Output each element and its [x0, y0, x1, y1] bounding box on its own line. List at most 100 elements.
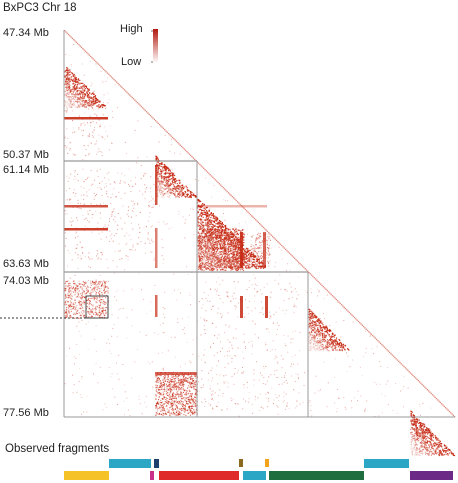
- contact-block: [233, 236, 235, 238]
- contact-block: [266, 247, 269, 249]
- background-contact: [229, 355, 231, 357]
- contact-block: [296, 291, 298, 293]
- background-contact: [224, 219, 226, 221]
- diagonal-contact: [69, 102, 71, 105]
- contact-block: [157, 388, 160, 390]
- background-contact: [244, 221, 246, 223]
- contact-block: [240, 230, 242, 232]
- contact-block: [65, 296, 67, 298]
- contact-block: [181, 374, 183, 376]
- contact-block: [92, 304, 94, 306]
- contact-block: [199, 257, 201, 259]
- contact-block: [206, 247, 208, 249]
- contact-block: [216, 405, 218, 407]
- diagonal-contact: [95, 101, 97, 103]
- diagonal-contact: [85, 101, 87, 104]
- diagonal-contact: [156, 195, 158, 197]
- contact-block: [201, 255, 203, 258]
- diagonal-contact: [162, 183, 164, 185]
- contact-block: [207, 372, 210, 374]
- background-contact: [231, 265, 233, 267]
- contact-block: [194, 375, 196, 377]
- contact-block: [161, 383, 163, 385]
- contact-block: [214, 256, 216, 258]
- diagonal-contact: [89, 97, 91, 99]
- background-contact: [142, 193, 144, 195]
- background-contact: [179, 395, 181, 397]
- background-contact: [104, 126, 106, 128]
- contact-block: [171, 382, 173, 384]
- diagonal-contact: [79, 98, 81, 101]
- contact-block: [179, 402, 181, 404]
- diagonal-contact: [176, 185, 179, 187]
- background-contact: [238, 223, 240, 225]
- contact-block: [73, 282, 75, 285]
- contact-block: [169, 382, 171, 384]
- contact-block: [234, 261, 236, 263]
- contact-block: [286, 402, 288, 404]
- contact-block: [234, 402, 236, 405]
- contact-block: [93, 287, 96, 289]
- contact-block: [74, 287, 77, 289]
- contact-block: [221, 234, 223, 236]
- diagonal-contact: [179, 193, 181, 195]
- contact-block: [87, 288, 89, 290]
- contact-block: [90, 170, 92, 172]
- contact-block: [66, 213, 68, 215]
- contact-block: [198, 245, 200, 247]
- background-contact: [357, 390, 359, 392]
- contact-block: [237, 229, 239, 231]
- contact-block: [81, 297, 83, 299]
- contact-block: [82, 252, 84, 254]
- contact-block: [220, 257, 222, 259]
- contact-block: [156, 381, 158, 383]
- contact-block: [215, 256, 217, 258]
- contact-block: [186, 379, 188, 381]
- background-contact: [319, 390, 321, 392]
- diagonal-contact: [102, 104, 104, 106]
- contact-block: [150, 191, 152, 193]
- background-contact: [396, 412, 398, 414]
- background-contact: [177, 288, 179, 290]
- background-contact: [237, 316, 239, 318]
- contact-block: [90, 316, 92, 318]
- contact-block: [86, 289, 88, 291]
- contact-block: [187, 403, 189, 405]
- contact-block: [103, 316, 105, 318]
- contact-block: [101, 284, 103, 287]
- contact-block: [102, 306, 104, 308]
- diagonal-contact: [161, 180, 163, 183]
- diagonal-contact: [158, 180, 160, 183]
- contact-block: [205, 256, 207, 258]
- contact-block: [175, 386, 177, 388]
- contact-block: [216, 256, 218, 258]
- contact-block: [232, 233, 235, 235]
- diagonal-contact: [86, 95, 88, 97]
- contact-block: [162, 411, 164, 413]
- contact-block: [111, 215, 113, 217]
- contact-block: [265, 365, 267, 368]
- diagonal-contact: [169, 188, 171, 190]
- contact-block: [204, 238, 206, 240]
- contact-block: [67, 296, 69, 298]
- contact-block: [180, 379, 182, 381]
- background-contact: [236, 268, 238, 270]
- contact-block: [212, 252, 214, 254]
- contact-block: [200, 266, 202, 268]
- contact-block: [64, 210, 66, 212]
- background-contact: [64, 213, 66, 215]
- background-contact: [274, 370, 276, 372]
- contact-block: [81, 298, 83, 300]
- contact-block: [234, 258, 236, 260]
- background-contact: [85, 148, 87, 150]
- contact-block: [190, 385, 192, 387]
- background-contact: [208, 213, 210, 215]
- diagonal-contact: [88, 102, 90, 104]
- diagonal-contact: [67, 95, 69, 97]
- diagonal-contact: [66, 90, 68, 92]
- background-contact: [111, 110, 113, 112]
- contact-block: [231, 268, 233, 270]
- contact-block: [93, 287, 95, 289]
- diagonal-contact: [171, 180, 174, 183]
- background-contact: [91, 258, 93, 260]
